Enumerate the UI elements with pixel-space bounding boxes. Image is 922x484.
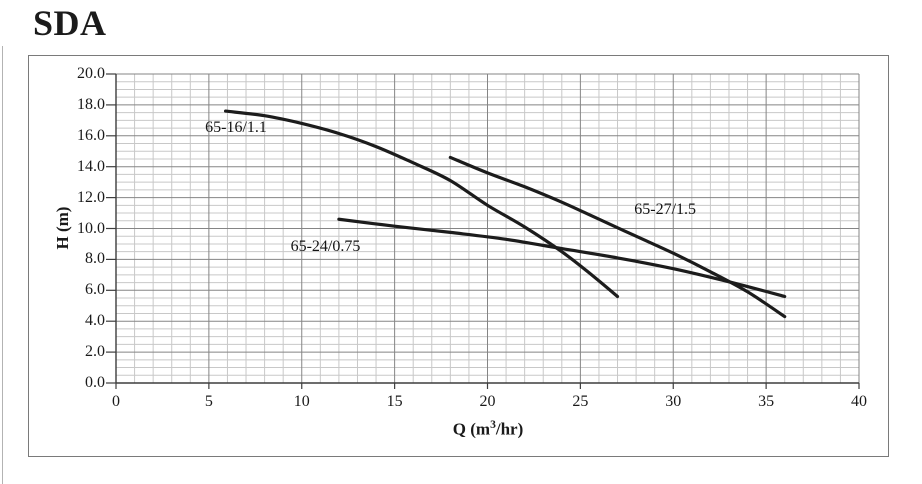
curve-label-65-27: 65-27/1.5 bbox=[634, 200, 697, 218]
page-edge-line bbox=[2, 46, 3, 484]
y-tick-label: 20.0 bbox=[77, 65, 105, 82]
y-tick-label: 8.0 bbox=[85, 250, 105, 268]
y-tick-label: 14.0 bbox=[77, 157, 105, 175]
page-title: SDA bbox=[33, 3, 107, 43]
x-tick-label: 5 bbox=[204, 393, 213, 410]
curve-label-65-24: 65-24/0.75 bbox=[290, 238, 361, 256]
y-tick-label: 6.0 bbox=[85, 281, 105, 299]
curve-label-65-16: 65-16/1.1 bbox=[205, 119, 267, 137]
y-tick-label: 0.0 bbox=[85, 374, 105, 391]
y-tick-label: 16.0 bbox=[77, 126, 105, 144]
y-tick-label: 12.0 bbox=[77, 188, 105, 206]
x-tick-label: 10 bbox=[293, 393, 310, 410]
x-tick-label: 35 bbox=[758, 393, 775, 410]
x-axis-title-suffix: /hr) bbox=[495, 419, 524, 439]
x-tick-label: 20 bbox=[479, 393, 496, 410]
y-tick-label: 10.0 bbox=[77, 219, 105, 237]
x-tick-label: 30 bbox=[665, 393, 682, 410]
x-axis-title-superscript: 3 bbox=[490, 418, 496, 431]
y-tick-label: 2.0 bbox=[85, 343, 105, 361]
x-tick-label: 25 bbox=[572, 393, 589, 410]
x-tick-label: 0 bbox=[112, 393, 120, 410]
x-tick-label: 40 bbox=[851, 393, 867, 410]
chart-frame: H (m) Q (m3/hr) 65-16/1.1 65-24/0.75 65-… bbox=[28, 55, 889, 457]
y-tick-label: 4.0 bbox=[85, 312, 105, 330]
x-axis-title-prefix: Q (m bbox=[452, 419, 491, 439]
pump-curve-65-27/1.5 bbox=[448, 155, 787, 319]
y-tick-label: 18.0 bbox=[77, 95, 105, 113]
x-tick-label: 15 bbox=[386, 393, 403, 410]
pump-curve-65-24/0.75 bbox=[337, 217, 787, 299]
pump-curves-plot bbox=[106, 73, 860, 389]
x-axis-title: Q (m3/hr) bbox=[453, 418, 523, 440]
pump-curve-65-16/1.1 bbox=[223, 109, 620, 299]
